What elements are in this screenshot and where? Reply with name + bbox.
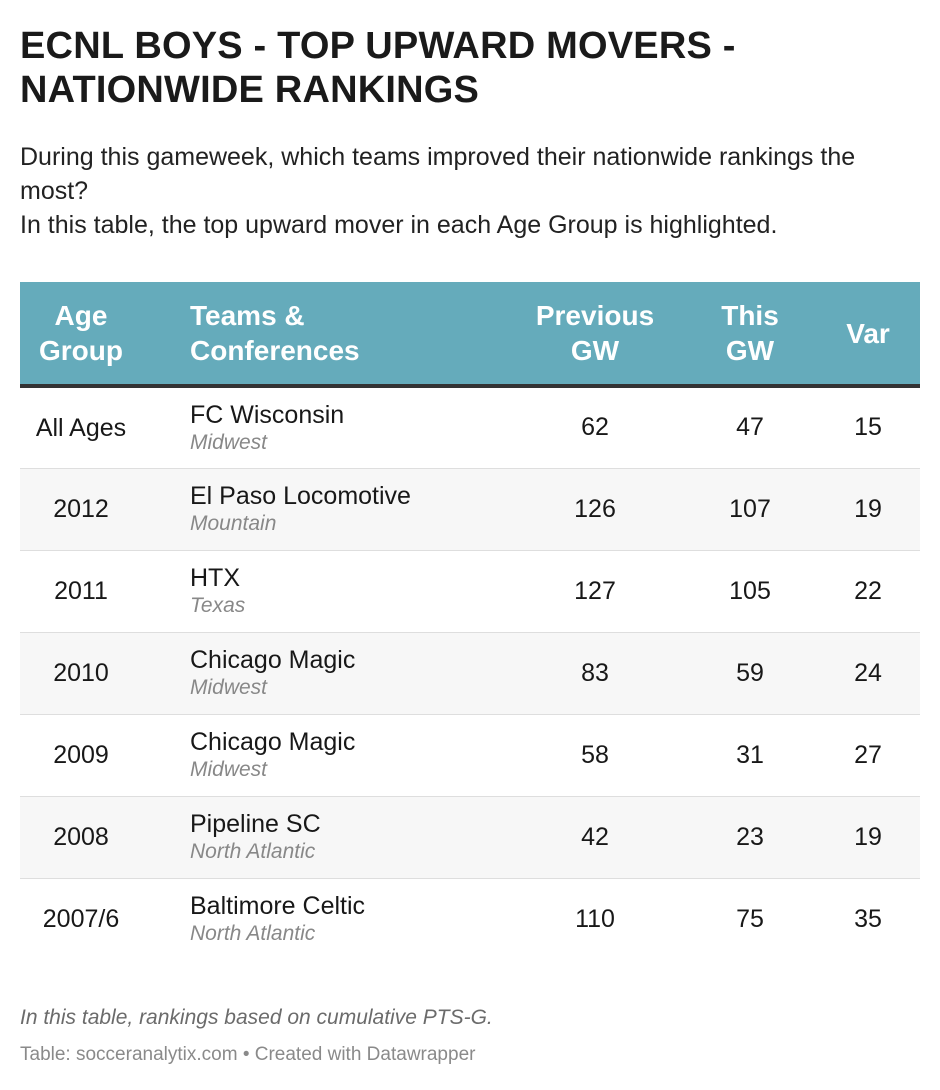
conference-name: Texas [190,594,246,617]
team-cell: FC Wisconsin Midwest [142,386,506,468]
table-row: 2010 Chicago Magic Midwest 83 59 24 [20,632,920,714]
team-name: Pipeline SC [190,810,321,838]
var-cell: 19 [854,822,882,851]
previous-gw-cell: 62 [581,413,609,442]
team-name: FC Wisconsin [190,400,345,429]
previous-gw-cell: 83 [581,658,609,687]
var-cell: 19 [854,494,882,523]
team-cell: Chicago Magic Midwest [142,632,506,714]
var-cell: 15 [854,413,882,442]
team-cell: HTX Texas [142,550,506,632]
age-group-cell: 2009 [53,741,109,769]
age-group-cell: 2010 [53,659,109,687]
previous-gw-cell: 58 [581,740,609,769]
table-body: All Ages FC Wisconsin Midwest 62 47 15 2… [20,386,920,960]
conference-name: North Atlantic [190,922,316,946]
this-gw-cell: 23 [736,822,764,851]
team-name: El Paso Locomotive [190,482,411,510]
subtitle-line-1: During this gameweek, which teams improv… [20,143,856,205]
table-row: 2008 Pipeline SC North Atlantic 42 23 19 [20,796,920,878]
table-header: Age Group Teams & Conferences Previous G… [20,282,920,386]
team-cell: El Paso Locomotive Mountain [142,468,506,550]
var-cell: 27 [854,740,882,769]
team-name: Chicago Magic [190,728,356,756]
this-gw-cell: 31 [736,740,764,769]
header-row: Age Group Teams & Conferences Previous G… [20,282,920,386]
var-cell: 35 [854,904,882,933]
table-row: 2007/6 Baltimore Celtic North Atlantic 1… [20,878,920,960]
source-credit: Table: socceranalytix.com • Created with… [20,1044,476,1065]
team-cell: Chicago Magic Midwest [142,714,506,796]
team-name: HTX [190,564,240,592]
conference-name: Midwest [190,430,268,454]
header-previous-gw[interactable]: Previous GW [535,300,655,366]
age-group-cell: 2007/6 [42,905,120,934]
conference-name: Midwest [190,758,268,781]
table-row: 2011 HTX Texas 127 105 22 [20,550,920,632]
chart-title: ECNL BOYS - TOP UPWARD MOVERS - NATIONWI… [20,25,736,111]
previous-gw-cell: 110 [575,904,615,933]
team-name: Chicago Magic [190,646,356,674]
this-gw-cell: 75 [736,904,764,933]
var-cell: 22 [854,576,882,605]
conference-name: Midwest [190,676,268,699]
header-this-gw[interactable]: This GW [721,300,779,366]
header-var[interactable]: Var [846,317,890,349]
age-group-cell: All Ages [35,413,127,442]
header-age-group[interactable]: Age Group [39,300,123,366]
table-note: In this table, rankings based on cumulat… [20,1006,493,1029]
this-gw-cell: 105 [729,576,771,605]
previous-gw-cell: 127 [574,576,616,605]
team-cell: Pipeline SC North Atlantic [142,796,506,878]
rankings-table: Age Group Teams & Conferences Previous G… [20,282,920,960]
conference-name: Mountain [190,512,277,535]
table-row: 2009 Chicago Magic Midwest 58 31 27 [20,714,920,796]
age-group-cell: 2012 [53,495,109,523]
this-gw-cell: 59 [736,658,764,687]
subtitle-line-2: In this table, the top upward mover in e… [20,211,778,239]
table-row: All Ages FC Wisconsin Midwest 62 47 15 [20,386,920,468]
age-group-cell: 2011 [54,577,108,605]
header-teams-conferences[interactable]: Teams & Conferences [190,300,360,366]
age-group-cell: 2008 [53,823,109,851]
conference-name: North Atlantic [190,840,316,863]
this-gw-cell: 47 [736,413,764,442]
table-row: 2012 El Paso Locomotive Mountain 126 107… [20,468,920,550]
chart-subtitle: During this gameweek, which teams improv… [20,140,920,242]
team-name: Baltimore Celtic [190,892,366,921]
var-cell: 24 [854,658,882,687]
team-cell: Baltimore Celtic North Atlantic [142,878,506,960]
previous-gw-cell: 126 [574,494,616,523]
rankings-table-container: Age Group Teams & Conferences Previous G… [20,282,920,960]
this-gw-cell: 107 [729,494,771,523]
previous-gw-cell: 42 [581,822,609,851]
